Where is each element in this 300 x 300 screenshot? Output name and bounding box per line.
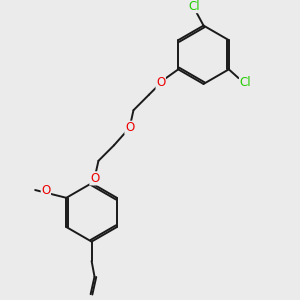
Text: Cl: Cl xyxy=(188,0,200,13)
Text: O: O xyxy=(125,121,134,134)
Text: O: O xyxy=(90,172,99,185)
Text: O: O xyxy=(41,184,50,196)
Text: O: O xyxy=(156,76,165,89)
Text: Cl: Cl xyxy=(239,76,251,88)
